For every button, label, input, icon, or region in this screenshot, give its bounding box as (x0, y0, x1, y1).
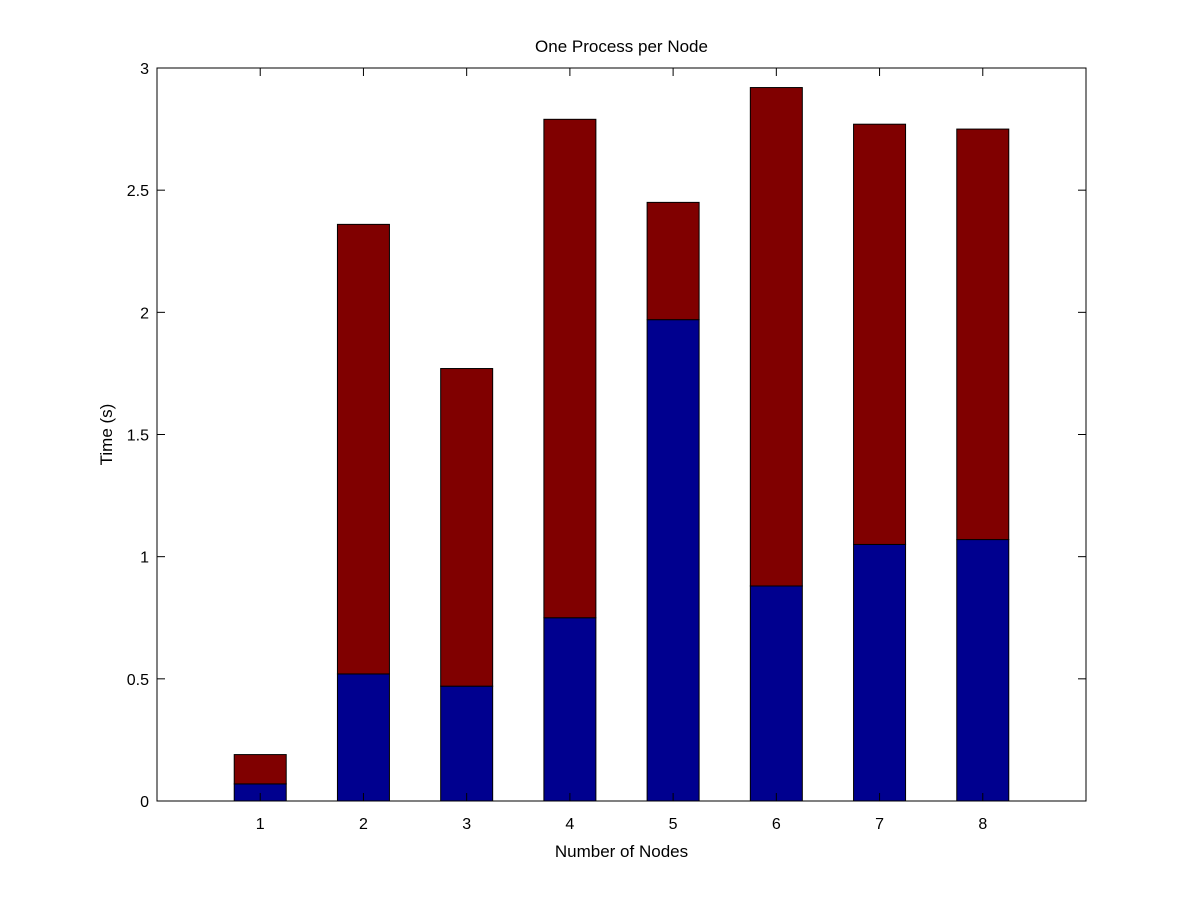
bar-segment (440, 685, 494, 802)
y-tick-label: 0.5 (127, 672, 149, 689)
x-tick-label: 4 (565, 816, 574, 833)
bar-segment (749, 87, 803, 587)
y-tick-label: 2 (140, 305, 149, 322)
bar-segment (646, 319, 700, 802)
bar-segment (543, 118, 597, 619)
y-tick-label: 2.5 (127, 183, 149, 200)
x-tick-label: 6 (772, 816, 781, 833)
bar-segment (646, 201, 700, 321)
y-tick-label: 1 (140, 550, 149, 567)
bar-segment (336, 223, 390, 675)
x-tick-label: 5 (669, 816, 678, 833)
bar-segment (543, 617, 597, 802)
y-tick-label: 1.5 (127, 428, 149, 445)
bar-segment (853, 543, 907, 802)
x-tick-label: 3 (462, 816, 471, 833)
x-tick-label: 2 (359, 816, 368, 833)
bar-segment (336, 673, 390, 802)
x-tick-label: 8 (978, 816, 987, 833)
bar-segment (440, 368, 494, 687)
x-tick-label: 1 (256, 816, 265, 833)
bar-segment (233, 754, 287, 785)
axis-ticks (157, 67, 1086, 802)
x-axis-label: Number of Nodes (555, 842, 688, 861)
chart-title: One Process per Node (535, 37, 708, 56)
y-tick-label: 3 (140, 61, 149, 78)
bar-segment (853, 123, 907, 545)
tick-labels: 0 0.5 1 1.5 2 2.5 3 1 2 3 4 5 6 7 8 (127, 61, 988, 833)
bar-segment (956, 128, 1010, 541)
y-tick-label: 0 (140, 794, 149, 811)
bar-group (233, 87, 1010, 802)
bar-segment (749, 585, 803, 802)
x-tick-label: 7 (875, 816, 884, 833)
bar-segment (956, 539, 1010, 802)
y-axis-label: Time (s) (97, 404, 116, 466)
